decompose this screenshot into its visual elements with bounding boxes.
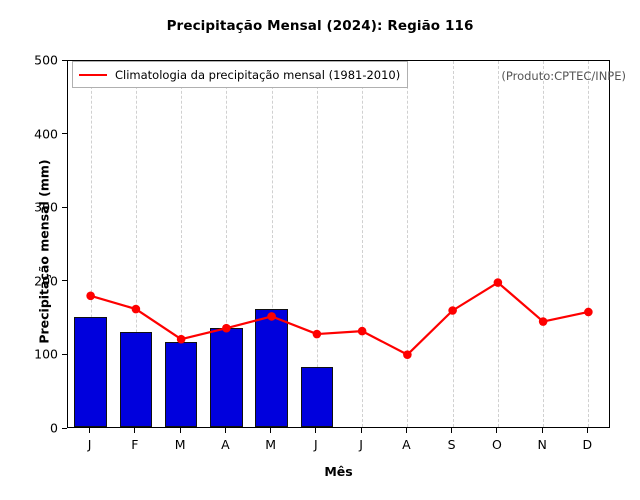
bar-m-4 xyxy=(255,309,288,427)
x-axis-label: Mês xyxy=(324,464,353,479)
climatology-marker-d-11 xyxy=(584,307,593,317)
x-tick-mark xyxy=(315,428,317,433)
x-tick-mark xyxy=(179,428,181,433)
gridline xyxy=(90,61,93,427)
gridline xyxy=(226,61,228,427)
gridline xyxy=(543,61,545,427)
climatology-line-series xyxy=(86,278,593,359)
y-tick-label: 300 xyxy=(34,199,58,215)
y-axis-label: Precipitação mensal (mm) xyxy=(36,159,52,344)
gridline xyxy=(316,61,319,427)
climatology-marker-n-10 xyxy=(538,317,548,326)
y-tick-label: 500 xyxy=(34,52,58,68)
climatology-marker-m-4 xyxy=(267,312,276,321)
legend-label: Climatologia da precipitação mensal (198… xyxy=(115,67,401,82)
x-tick-mark xyxy=(586,428,588,433)
climatology-marker-o-9 xyxy=(493,278,503,287)
y-tick-label: 200 xyxy=(34,273,58,289)
climatology-marker-j-0 xyxy=(86,291,95,301)
x-tick-label: S xyxy=(447,437,456,452)
bar-j-0 xyxy=(74,317,107,427)
y-tick-mark xyxy=(62,133,67,135)
climatology-marker-a-7 xyxy=(403,350,412,359)
x-tick-label: F xyxy=(131,437,139,452)
x-tick-label: J xyxy=(314,437,318,452)
climatology-marker-f-1 xyxy=(131,304,141,314)
y-tick-mark xyxy=(62,206,67,208)
climatology-marker-s-8 xyxy=(448,306,457,315)
climatology-marker-j-6 xyxy=(357,326,367,336)
climatology-marker-a-3 xyxy=(222,323,231,333)
gridline xyxy=(497,61,500,427)
x-tick-label: O xyxy=(491,437,502,452)
gridline xyxy=(181,61,183,427)
x-tick-label: J xyxy=(359,437,363,452)
bar-j-5 xyxy=(300,367,334,427)
chart-title: Precipitação Mensal (2024): Região 116 xyxy=(166,18,474,34)
x-tick-mark xyxy=(496,428,498,433)
x-tick-mark xyxy=(224,428,226,433)
y-tick-mark xyxy=(62,353,67,355)
product-credit: (Produto:CPTEC/INPE) xyxy=(501,69,626,83)
climatology-marker-m-2 xyxy=(176,334,186,344)
x-tick-label: D xyxy=(582,437,593,452)
y-tick-label: 400 xyxy=(34,126,58,142)
x-tick-mark xyxy=(451,428,453,433)
x-tick-label: A xyxy=(221,437,230,452)
plot-inner xyxy=(68,61,609,427)
x-tick-label: M xyxy=(265,437,277,452)
gridline xyxy=(271,61,274,427)
climatology-marker-j-5 xyxy=(312,329,322,339)
climatology-line xyxy=(89,281,590,356)
legend-line-swatch xyxy=(79,73,107,76)
gridline xyxy=(407,61,409,427)
x-tick-mark xyxy=(89,428,91,433)
x-tick-mark xyxy=(270,428,272,433)
x-tick-mark xyxy=(134,428,136,433)
y-tick-label: 0 xyxy=(50,420,58,436)
y-tick-mark xyxy=(62,427,67,429)
plot-area xyxy=(67,60,610,428)
x-tick-label: N xyxy=(537,437,547,452)
y-tick-label: 100 xyxy=(34,346,58,362)
x-tick-label: J xyxy=(87,437,92,452)
gridline xyxy=(362,61,364,427)
bar-f-1 xyxy=(119,332,153,427)
x-tick-mark xyxy=(360,428,362,433)
x-tick-label: M xyxy=(174,437,186,452)
bar-m-2 xyxy=(164,342,198,427)
x-tick-mark xyxy=(541,428,543,433)
gridline xyxy=(452,61,455,427)
x-tick-label: A xyxy=(402,437,411,452)
gridline xyxy=(135,61,138,427)
gridline xyxy=(588,61,590,427)
y-tick-mark xyxy=(62,280,67,282)
chart-legend: Climatologia da precipitação mensal (198… xyxy=(72,61,409,88)
y-tick-mark xyxy=(62,59,67,61)
x-tick-mark xyxy=(405,428,407,433)
